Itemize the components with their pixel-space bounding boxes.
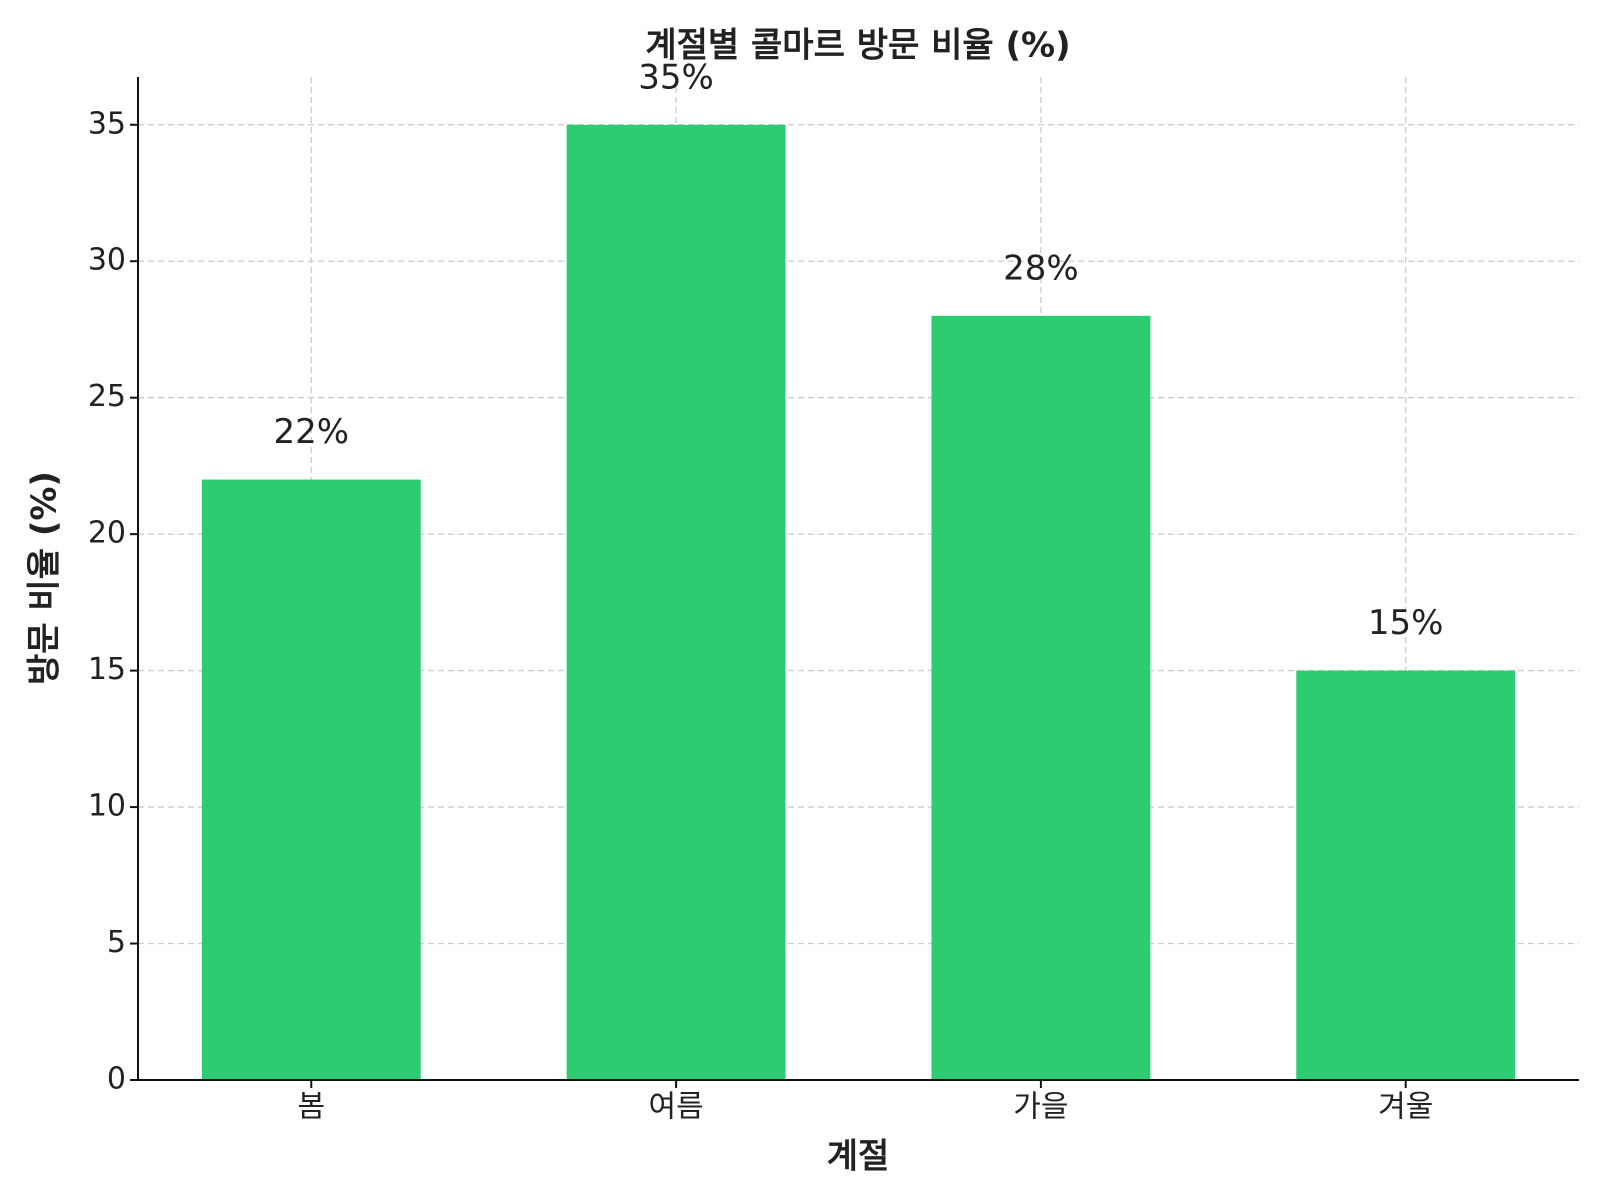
y-tick-label: 35 xyxy=(88,106,126,141)
x-tick-label: 여름 xyxy=(648,1090,703,1125)
x-tick-label: 겨울 xyxy=(1378,1090,1433,1125)
y-tick-label: 10 xyxy=(88,789,126,824)
x-axis-label: 계절 xyxy=(827,1137,890,1177)
value-label: 15% xyxy=(1368,603,1444,643)
bar xyxy=(931,315,1151,1080)
bar xyxy=(1296,670,1516,1080)
bar xyxy=(566,124,786,1080)
value-label: 28% xyxy=(1003,248,1079,288)
y-tick-label: 5 xyxy=(107,925,126,960)
value-label: 35% xyxy=(638,57,714,97)
y-tick-label: 0 xyxy=(107,1062,126,1097)
value-label: 22% xyxy=(273,412,349,452)
y-tick-label: 25 xyxy=(88,379,126,414)
x-tick-label: 가을 xyxy=(1013,1090,1068,1125)
chart-title: 계절별 콜마르 방문 비율 (%) xyxy=(645,26,1070,66)
y-axis-label: 방문 비율 (%) xyxy=(25,471,65,685)
y-tick-label: 15 xyxy=(88,652,126,687)
y-tick-label: 30 xyxy=(88,243,126,278)
bar xyxy=(201,479,421,1080)
y-tick-label: 20 xyxy=(88,516,126,551)
x-tick-label: 봄 xyxy=(297,1090,325,1125)
